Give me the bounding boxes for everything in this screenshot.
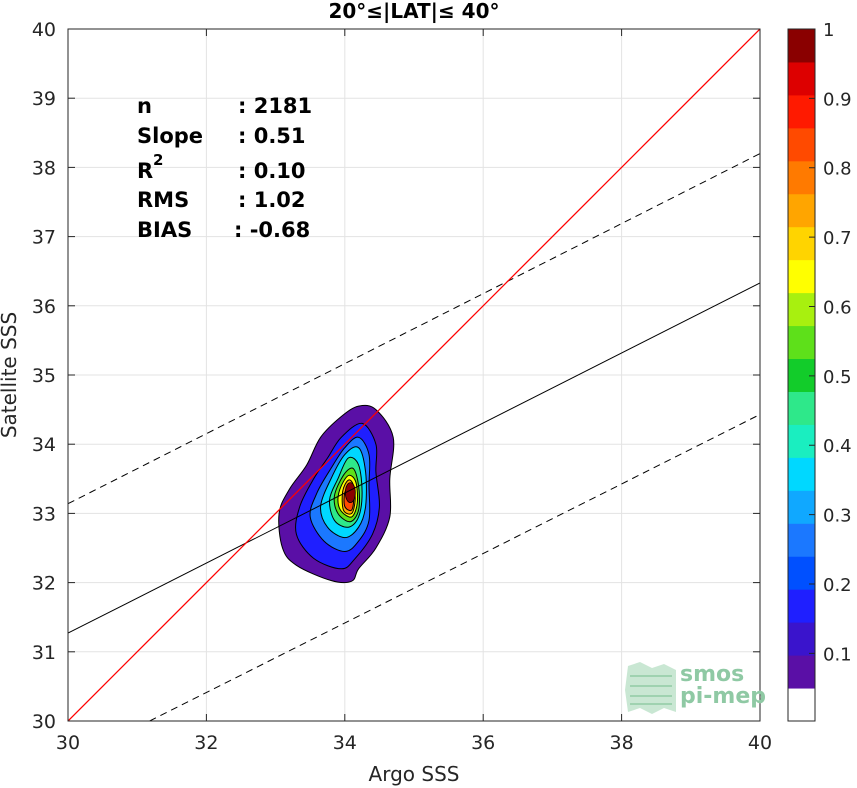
x-axis-label: Argo SSS (369, 762, 460, 786)
x-tick-label-40: 40 (748, 732, 772, 754)
logo-line2: pi-mep (680, 684, 766, 709)
y-tick-label-32: 32 (32, 573, 56, 595)
density-peak (344, 482, 356, 504)
logo-wave-stripes (630, 675, 672, 705)
stats-box: n : 2181 Slope : 0.51 R 2 : 0.10 RMS : 1… (137, 94, 312, 242)
colorbar-segment-6 (788, 490, 815, 524)
stat-label-r2-sup: 2 (153, 151, 163, 169)
y-tick-label-38: 38 (32, 157, 56, 179)
regression-line (68, 282, 760, 634)
y-tick-label-30: 30 (32, 711, 56, 733)
colorbar-segment-15 (788, 193, 815, 228)
colorbar-tick-label-1: 1 (823, 20, 834, 41)
x-tick-label-30: 30 (56, 732, 80, 754)
y-tick-label-35: 35 (32, 365, 56, 387)
colorbar-segment-5 (788, 523, 815, 557)
stat-value-r2: : 0.10 (238, 159, 306, 183)
colorbar-segment-9 (788, 391, 815, 425)
stat-label-n: n (137, 94, 152, 118)
logo-line1: smos (680, 662, 744, 687)
smos-pimep-logo: smos pi-mep (625, 662, 766, 714)
stat-label-bias: BIAS (137, 218, 192, 242)
stat-value-n: : 2181 (238, 94, 312, 118)
upper-bound-line (68, 153, 760, 505)
colorbar-segment-7 (788, 457, 815, 491)
y-tick-label-34: 34 (32, 434, 56, 456)
colorbar-segment-19 (788, 61, 815, 96)
density-contours (278, 404, 395, 584)
colorbar-tick-label-0.2: 0.2 (823, 575, 852, 596)
stat-value-slope: : 0.51 (238, 124, 306, 148)
logo-wave-graphic (625, 662, 676, 714)
x-tick-label-36: 36 (471, 732, 495, 754)
colorbar-tick-label-0.3: 0.3 (823, 506, 852, 527)
colorbar-segment-0 (788, 688, 815, 722)
one-to-one-line (68, 29, 760, 721)
y-axis-label: Satellite SSS (0, 312, 21, 438)
axis-ticks: 30 32 34 36 38 40 30 31 32 33 34 35 36 37 38 39 40 (32, 19, 772, 754)
colorbar-segment-17 (788, 127, 815, 162)
colorbar-segment-3 (788, 589, 815, 623)
colorbar-segment-20 (788, 29, 815, 63)
colorbar-segment-8 (788, 424, 815, 458)
colorbar-segment-2 (788, 622, 815, 656)
colorbar-segment-16 (788, 160, 815, 195)
colorbar-segment-1 (788, 655, 815, 689)
colorbar-tick-label-0.1: 0.1 (823, 644, 852, 665)
colorbar-tick-label-0.5: 0.5 (823, 367, 852, 388)
y-tick-label-31: 31 (32, 642, 56, 664)
colorbar-tick-label-0.8: 0.8 (823, 159, 852, 180)
fit-lines (68, 29, 760, 721)
y-tick-label-37: 37 (32, 227, 56, 249)
y-tick-label-36: 36 (32, 296, 56, 318)
stat-label-r2: R (137, 159, 153, 183)
colorbar-segment-13 (788, 259, 815, 294)
x-tick-label-34: 34 (333, 732, 357, 754)
x-tick-label-32: 32 (194, 732, 218, 754)
colorbar-tick-label-0.9: 0.9 (823, 89, 852, 110)
colorbar-tick-label-0.6: 0.6 (823, 297, 852, 318)
colorbar-segment-11 (788, 325, 815, 360)
stat-label-slope: Slope (137, 124, 203, 148)
colorbar-segment-18 (788, 94, 815, 129)
y-tick-label-39: 39 (32, 88, 56, 110)
colorbar-segment-4 (788, 556, 815, 590)
colorbar-segment-12 (788, 292, 815, 327)
y-tick-label-33: 33 (32, 503, 56, 525)
colorbar-segment-10 (788, 358, 815, 392)
lower-bound-line (149, 413, 760, 721)
stat-label-rms: RMS (137, 188, 189, 212)
colorbar-tick-label-0.7: 0.7 (823, 228, 852, 249)
stat-value-bias: : -0.68 (234, 218, 310, 242)
colorbar-tick-label-0.4: 0.4 (823, 436, 852, 457)
y-tick-label-40: 40 (32, 19, 56, 41)
chart-title: 20°≤|LAT|≤ 40° (328, 0, 499, 23)
x-tick-label-38: 38 (610, 732, 634, 754)
stat-value-rms: : 1.02 (238, 188, 306, 212)
colorbar: 0.1 0.2 0.3 0.4 0.5 0.6 0.7 0.8 0.9 1 (787, 20, 852, 722)
colorbar-border (787, 28, 816, 722)
colorbar-segment-14 (788, 226, 815, 261)
